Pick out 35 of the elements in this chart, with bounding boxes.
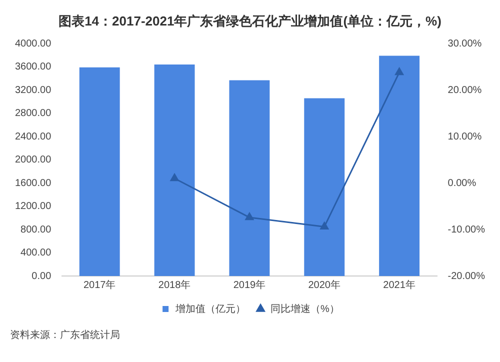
- bar: [79, 67, 120, 276]
- y2-tick-label: -10.00%: [448, 224, 486, 236]
- y2-tick-label: 10.00%: [448, 131, 482, 142]
- point: [170, 174, 179, 182]
- y-tick-label: 2400.00: [14, 131, 52, 142]
- x-tick-label: 2021年: [383, 278, 416, 291]
- y2-tick-label: 0.00%: [448, 178, 476, 189]
- text: 资料来源：广东省统计局: [9, 328, 121, 342]
- y-tick-label: 2000.00: [14, 154, 52, 166]
- bar: [304, 98, 345, 276]
- legend-label: 增加值（亿元）: [174, 302, 246, 315]
- y-tick-label: 4000.00: [14, 38, 52, 50]
- x-tick-label: 2017年: [83, 278, 116, 291]
- legend-label: 同比增速（%）: [270, 302, 340, 315]
- y2-tick-label: 20.00%: [448, 84, 482, 96]
- x-tick-label: 2020年: [308, 278, 340, 291]
- y-tick-label: 3200.00: [14, 84, 52, 96]
- y-tick-label: 3600.00: [14, 62, 52, 73]
- chart-title: 图表14：2017-2021年广东省绿色石化产业增加值(单位：亿元，%): [58, 13, 442, 28]
- bar: [154, 64, 195, 276]
- bar: [379, 56, 420, 276]
- y-tick-label: 1200.00: [14, 201, 52, 212]
- bar: [229, 80, 270, 276]
- x-tick-label: 2018年: [158, 278, 191, 291]
- y2-tick-label: -20.00%: [448, 270, 486, 282]
- y-tick-label: 800.00: [20, 224, 52, 236]
- point: [395, 68, 404, 76]
- y-tick-label: 2800.00: [14, 108, 52, 120]
- x-tick-label: 2019年: [233, 278, 266, 291]
- point: [320, 222, 329, 230]
- y-tick-label: 0.00: [32, 270, 52, 282]
- y-tick-label: 400.00: [20, 248, 52, 259]
- y2-tick-label: 30.00%: [448, 38, 482, 50]
- y-tick-label: 1600.00: [14, 178, 52, 189]
- point: [245, 212, 254, 220]
